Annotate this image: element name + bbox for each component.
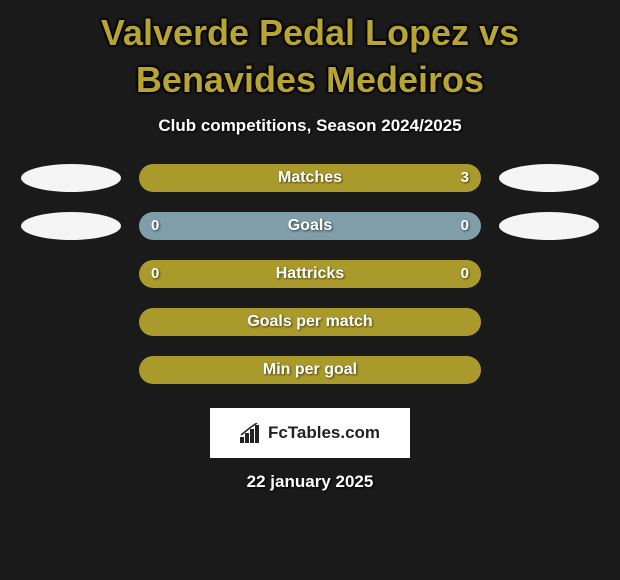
stat-label: Min per goal <box>263 361 357 379</box>
stat-row: 0 Hattricks 0 <box>8 260 612 288</box>
page-title: Valverde Pedal Lopez vs Benavides Medeir… <box>8 10 612 104</box>
stat-label: Goals per match <box>247 313 372 331</box>
stat-value-right: 3 <box>461 169 469 186</box>
player-badge-right <box>499 308 599 336</box>
date-label: 22 january 2025 <box>8 472 612 492</box>
chart-icon <box>240 423 264 443</box>
stat-row: Matches 3 <box>8 164 612 192</box>
player-badge-right <box>499 356 599 384</box>
stat-value-right: 0 <box>461 217 469 234</box>
stat-value-left: 0 <box>151 217 159 234</box>
player-badge-right <box>499 212 599 240</box>
stat-label: Goals <box>288 217 332 235</box>
subtitle: Club competitions, Season 2024/2025 <box>8 116 612 136</box>
stat-bar: 0 Hattricks 0 <box>139 260 481 288</box>
stat-value-right: 0 <box>461 265 469 282</box>
player-badge-left <box>21 260 121 288</box>
stat-bar: Min per goal <box>139 356 481 384</box>
stat-bar: Matches 3 <box>139 164 481 192</box>
stat-bar: 0 Goals 0 <box>139 212 481 240</box>
player-badge-left <box>21 308 121 336</box>
stat-row: Min per goal <box>8 356 612 384</box>
stat-label: Hattricks <box>276 265 344 283</box>
stat-value-left: 0 <box>151 265 159 282</box>
stat-row: 0 Goals 0 <box>8 212 612 240</box>
logo-box[interactable]: FcTables.com <box>210 408 410 458</box>
player-badge-left <box>21 164 121 192</box>
stat-label: Matches <box>278 169 342 187</box>
stats-list: Matches 3 0 Goals 0 0 Hattricks 0 Goals per matc… <box>8 164 612 384</box>
stat-bar: Goals per match <box>139 308 481 336</box>
player-badge-right <box>499 164 599 192</box>
player-badge-left <box>21 212 121 240</box>
player-badge-left <box>21 356 121 384</box>
player-badge-right <box>499 260 599 288</box>
logo-text: FcTables.com <box>268 423 380 443</box>
stat-row: Goals per match <box>8 308 612 336</box>
